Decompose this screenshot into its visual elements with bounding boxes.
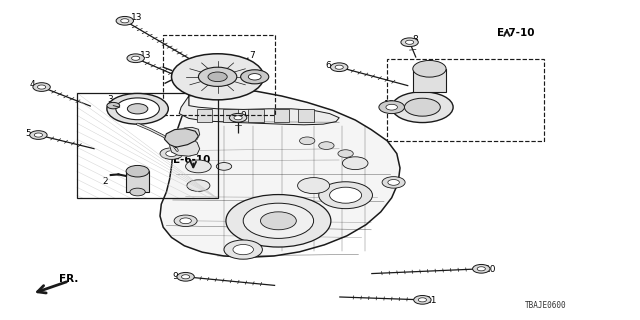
Circle shape [472, 264, 490, 273]
Circle shape [127, 54, 145, 63]
Circle shape [182, 275, 189, 279]
Polygon shape [173, 127, 200, 148]
Text: 5: 5 [25, 129, 31, 138]
Circle shape [248, 74, 261, 80]
Bar [163, 35, 275, 115]
Circle shape [382, 177, 405, 188]
Circle shape [386, 104, 397, 110]
Circle shape [228, 70, 246, 79]
Circle shape [33, 83, 51, 92]
Circle shape [132, 56, 140, 60]
Text: FR.: FR. [59, 274, 78, 284]
Circle shape [198, 67, 237, 86]
Circle shape [233, 72, 241, 76]
Text: 4: 4 [29, 80, 35, 89]
Bar [274, 109, 289, 122]
Bar [413, 69, 446, 92]
Circle shape [130, 188, 145, 196]
Polygon shape [179, 96, 339, 125]
Text: 3: 3 [108, 95, 113, 104]
Circle shape [224, 240, 262, 259]
Circle shape [116, 16, 134, 25]
Circle shape [38, 85, 45, 89]
Circle shape [107, 102, 120, 109]
Bar [248, 109, 264, 122]
Text: 1: 1 [174, 147, 180, 156]
Circle shape [300, 137, 315, 145]
Bar [126, 171, 149, 192]
Circle shape [208, 72, 227, 82]
Circle shape [186, 160, 211, 173]
Circle shape [121, 19, 129, 23]
Circle shape [127, 104, 148, 114]
Polygon shape [170, 133, 200, 156]
Circle shape [35, 133, 42, 137]
Circle shape [330, 187, 362, 203]
Circle shape [404, 98, 440, 116]
Text: 13: 13 [131, 13, 143, 22]
Circle shape [226, 195, 331, 247]
Circle shape [419, 298, 426, 302]
Text: E-6-10: E-6-10 [173, 155, 210, 165]
Circle shape [229, 113, 247, 122]
Bar [298, 109, 314, 122]
Circle shape [413, 295, 431, 304]
Circle shape [260, 212, 296, 230]
Text: 6: 6 [326, 61, 332, 70]
Circle shape [241, 70, 269, 84]
Circle shape [413, 60, 446, 77]
Circle shape [166, 151, 177, 156]
Circle shape [338, 150, 353, 157]
Circle shape [392, 92, 453, 123]
Circle shape [379, 101, 404, 114]
Text: 10: 10 [485, 265, 497, 274]
Bar [77, 93, 218, 198]
Circle shape [388, 180, 399, 185]
Polygon shape [160, 90, 400, 257]
Text: TBAJE0600: TBAJE0600 [525, 301, 566, 310]
Circle shape [393, 101, 411, 110]
Circle shape [233, 244, 253, 255]
Circle shape [243, 203, 314, 238]
Circle shape [401, 38, 419, 47]
Text: 9: 9 [172, 272, 178, 281]
Circle shape [174, 215, 197, 227]
Circle shape [319, 142, 334, 149]
Text: 8: 8 [412, 35, 418, 44]
Circle shape [180, 218, 191, 224]
Polygon shape [164, 129, 198, 147]
Circle shape [298, 178, 330, 194]
Bar [197, 109, 212, 122]
Circle shape [107, 93, 168, 124]
Circle shape [335, 65, 343, 69]
Text: 13: 13 [140, 51, 151, 60]
Bar [223, 109, 238, 122]
Circle shape [319, 182, 372, 209]
Circle shape [330, 63, 348, 72]
Circle shape [477, 267, 485, 271]
Circle shape [342, 157, 368, 170]
Circle shape [234, 116, 242, 120]
Text: 9: 9 [241, 111, 246, 120]
Circle shape [398, 104, 406, 108]
Circle shape [126, 165, 149, 177]
Bar [387, 59, 544, 141]
Circle shape [29, 131, 47, 140]
Circle shape [187, 180, 210, 191]
Text: E-7-10: E-7-10 [497, 28, 534, 38]
Text: 11: 11 [426, 296, 437, 305]
Circle shape [406, 40, 413, 44]
Circle shape [216, 163, 232, 170]
Circle shape [177, 272, 195, 281]
Text: 2: 2 [102, 177, 108, 186]
Circle shape [172, 54, 264, 100]
Circle shape [160, 148, 183, 159]
Text: 12: 12 [384, 100, 396, 109]
Circle shape [116, 98, 159, 120]
Text: 7: 7 [250, 51, 255, 60]
